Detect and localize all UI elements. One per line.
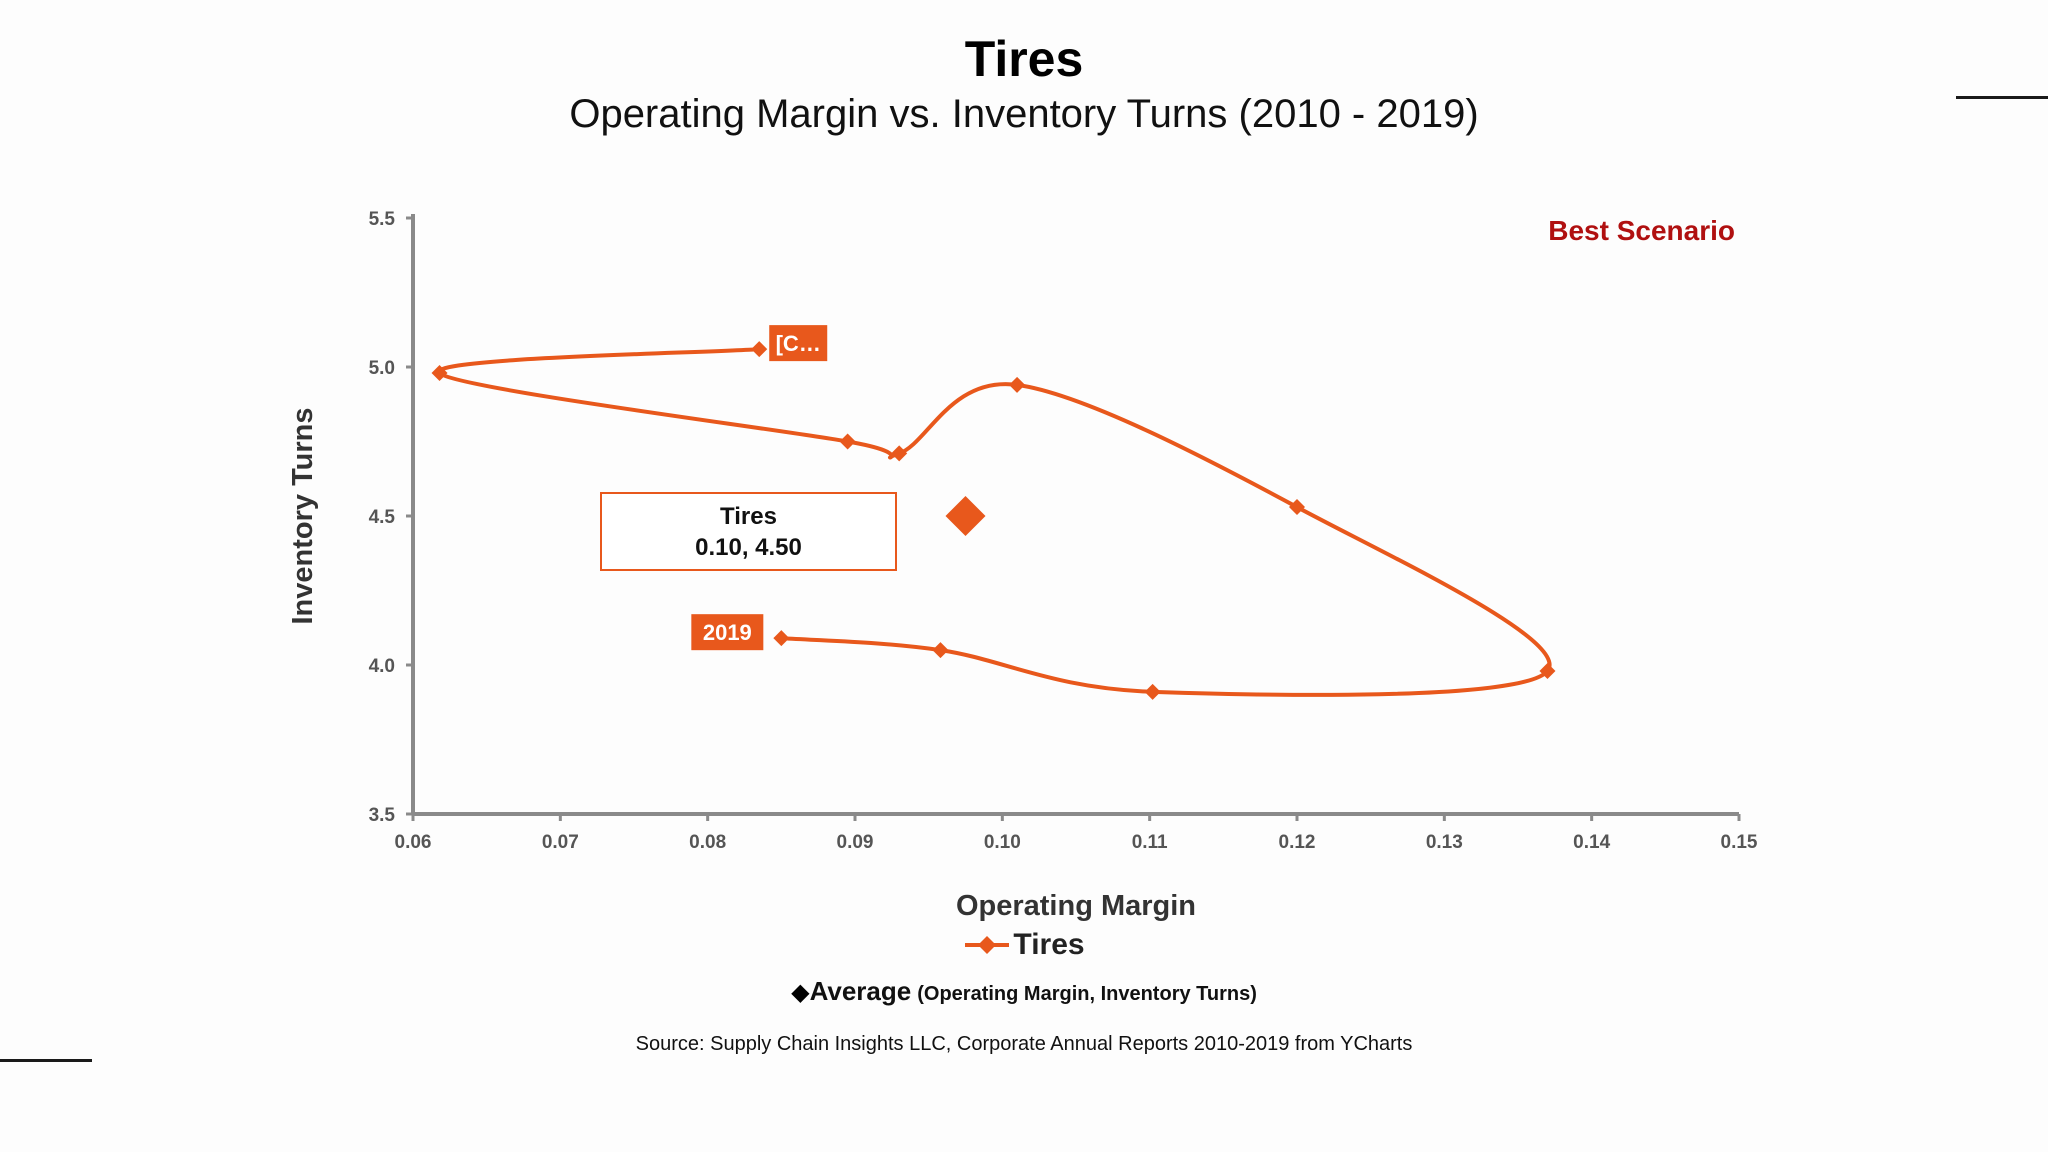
series-line-tires	[437, 347, 1552, 697]
x-tick-label: 0.07	[542, 832, 579, 853]
legend-tires-label: Tires	[1013, 928, 1085, 961]
average-callout-title: Tires	[720, 503, 777, 530]
legend-tires-swatch	[965, 936, 1010, 954]
point-label-box	[769, 325, 828, 362]
y-axis-title: Inventory Turns	[287, 408, 319, 625]
point-label-box	[691, 614, 764, 651]
legend-average: ◆Average (Operating Margin, Inventory Tur…	[0, 976, 2048, 1007]
data-point-marker	[1289, 499, 1305, 516]
y-tick-label: 4.0	[369, 656, 395, 677]
y-tick-label: 5.0	[369, 358, 395, 379]
best-scenario-label: Best Scenario	[1548, 215, 1735, 246]
data-point-marker	[932, 642, 949, 659]
data-point-marker	[431, 364, 448, 381]
decorative-line-bottom-left	[0, 1059, 92, 1062]
legend-average-sublabel: (Operating Margin, Inventory Turns)	[917, 983, 1257, 1005]
decorative-line-top-right	[1956, 96, 2048, 99]
x-tick-label: 0.14	[1573, 832, 1610, 853]
series-tires	[431, 341, 1556, 700]
point-label-text: [C…	[776, 331, 821, 356]
data-point-marker	[1009, 376, 1026, 393]
x-tick-label: 0.08	[689, 832, 726, 853]
data-point-marker	[1539, 662, 1556, 679]
y-tick-label: 5.5	[369, 209, 396, 230]
y-tick-label: 4.5	[369, 507, 396, 528]
average-callout-value: 0.10, 4.50	[695, 534, 802, 561]
average-diamond-icon: ◆	[791, 979, 810, 1006]
x-tick-label: 0.09	[837, 832, 874, 853]
data-point-marker	[773, 630, 790, 647]
source-note: Source: Supply Chain Insights LLC, Corpo…	[635, 1033, 1413, 1055]
data-point-marker	[751, 341, 768, 358]
data-point-marker	[891, 445, 908, 462]
x-tick-label: 0.13	[1426, 832, 1463, 853]
x-tick-label: 0.10	[984, 832, 1021, 853]
point-label-text: 2019	[703, 620, 752, 645]
legend-average-label: Average	[809, 976, 912, 1006]
legend-tires: Tires	[0, 928, 2048, 968]
average-marker	[945, 496, 986, 536]
average-callout-box	[600, 492, 897, 571]
chart-axes: 0.06 0.07 0.08 0.09 0.10 0.11 0.12 0.13 0.14 0.15…	[287, 209, 1758, 922]
y-tick-label: 3.5	[369, 805, 396, 826]
data-point-marker	[839, 433, 856, 450]
x-tick-label: 0.11	[1132, 832, 1168, 853]
x-tick-label: 0.12	[1279, 832, 1316, 853]
chart-subtitle: Operating Margin vs. Inventory Turns (20…	[569, 92, 1479, 136]
x-tick-label: 0.15	[1721, 832, 1758, 853]
x-axis-title: Operating Margin	[956, 890, 1196, 922]
chart-annotations: [C… 2019 Tires 0.10, 4.50 Best Scenario	[600, 215, 1735, 651]
chart-title: Tires	[964, 31, 1084, 87]
data-point-marker	[1144, 683, 1161, 700]
x-tick-label: 0.06	[395, 832, 432, 853]
